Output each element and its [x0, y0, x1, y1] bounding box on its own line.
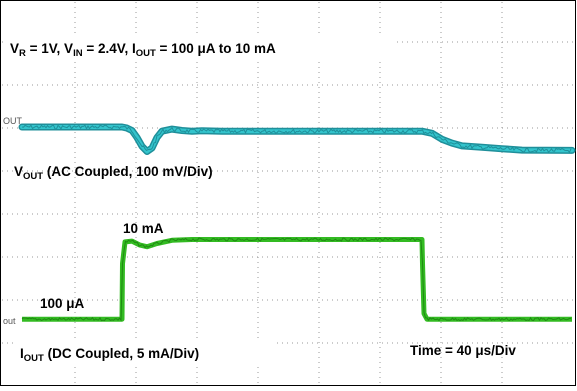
iout-channel-marker: out [3, 316, 16, 326]
time-scale-label: Time = 40 μs/Div [410, 343, 516, 358]
iout-label: IOUT (DC Coupled, 5 mA/Div) [20, 346, 199, 364]
iout-trace-group [21, 237, 572, 322]
vout-trace-noise [21, 124, 572, 154]
vout-channel-marker: OUT [3, 116, 23, 126]
iout-trace-noise [21, 237, 571, 322]
annotation-10ma: 10 mA [123, 221, 164, 236]
chart-title: VR = 1V, VIN = 2.4V, IOUT = 100 μA to 10… [10, 41, 276, 59]
vout-label: VOUT (AC Coupled, 100 mV/Div) [14, 164, 213, 182]
annotation-100ua: 100 μA [40, 296, 85, 311]
vout-trace-group [18, 123, 576, 155]
iout-label-background [17, 342, 277, 364]
title-background [7, 36, 395, 58]
